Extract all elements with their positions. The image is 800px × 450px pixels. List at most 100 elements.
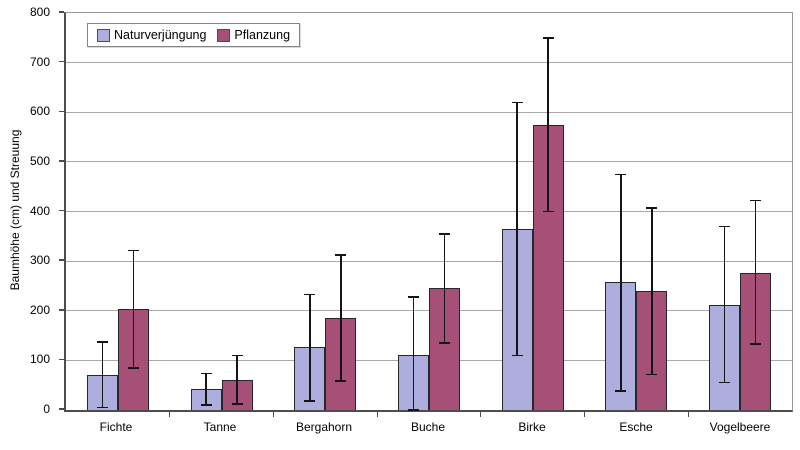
error-bar-cap-top [408, 296, 420, 298]
legend-swatch-icon [217, 28, 231, 42]
error-bar-cap-top [646, 207, 658, 209]
error-bar-cap-bottom [96, 406, 108, 409]
error-bar-cap-top [750, 199, 762, 202]
error-bar-cap-bottom [719, 381, 731, 384]
y-tick-label-0: 0 [43, 402, 50, 416]
legend-item-pflanzung: Pflanzung [217, 28, 290, 42]
x-axis-boundary-tick [272, 412, 274, 417]
bar-groups [66, 13, 792, 417]
error-bar-cap-bottom [646, 373, 658, 376]
bar-group-vogelbeere [688, 13, 792, 410]
y-tick-label-200: 200 [29, 302, 50, 317]
error-bar-line [723, 226, 726, 383]
error-bar-cap-top [127, 249, 139, 252]
y-tick-label-600: 600 [29, 104, 50, 119]
plot-area: Naturverjüngung Pflanzung [64, 12, 793, 417]
gridline-400 [66, 211, 792, 212]
bar-pair [170, 380, 274, 410]
error-bar-cap-bottom [304, 400, 316, 402]
error-bar-line [651, 208, 653, 375]
x-axis-boundary-tick [687, 412, 689, 417]
bar-pair [481, 124, 585, 410]
error-bar-cap-top [304, 293, 316, 296]
y-tick-mark-200 [59, 309, 64, 311]
gridline-300 [66, 260, 792, 262]
error-bar-line [620, 174, 622, 392]
gridline-500 [66, 161, 792, 163]
error-bar-cap-bottom [408, 409, 420, 411]
y-tick-mark-100 [59, 358, 64, 361]
bar-bergahorn-pflanzung [325, 318, 357, 410]
error-bar-cap-top [96, 341, 108, 343]
error-bar-line [547, 37, 549, 212]
x-tick-label-tanne: Tanne [203, 420, 237, 434]
error-bar-cap-top [231, 354, 243, 357]
error-bar-cap-top [719, 225, 731, 228]
bar-group-buche [377, 13, 482, 417]
y-tick-mark-300 [59, 259, 64, 261]
y-tick-mark-600 [59, 110, 64, 112]
bar-group-tanne [170, 13, 274, 417]
bar-pair [273, 318, 377, 410]
y-tick-label-800: 800 [29, 5, 50, 19]
x-tick-label-esche: Esche [619, 420, 653, 434]
error-bar-cap-bottom [511, 354, 523, 357]
error-bar-cap-top [511, 101, 523, 104]
error-bar-cap-bottom [615, 390, 627, 392]
error-bar-cap-bottom [542, 210, 554, 213]
error-bar-cap-bottom [750, 343, 762, 345]
gridline-700 [66, 62, 792, 64]
error-bar-cap-top [615, 173, 627, 176]
gridline-200 [66, 310, 792, 312]
x-axis-boundary-tick [584, 412, 586, 417]
y-tick-mark-700 [59, 60, 64, 63]
x-tick-label-birke: Birke [518, 420, 546, 434]
error-bar-cap-top [200, 372, 212, 375]
bar-pair [688, 272, 792, 410]
bar-group-birke [481, 13, 586, 417]
error-bar-cap-bottom [335, 380, 347, 382]
x-tick-label-buche: Buche [410, 420, 446, 434]
x-tick-label-vogelbeere: Vogelbeere [709, 420, 771, 434]
x-axis-category-labels: Fichte Tanne Bergahorn Buche Birke Esche Vogel… [64, 420, 792, 434]
legend-swatch-icon [97, 28, 110, 42]
error-bar-line [205, 373, 207, 406]
error-bar-line [309, 294, 311, 402]
error-bar-line [516, 102, 518, 356]
x-tick-label-bergahorn: Bergahorn [295, 420, 353, 434]
bar-group-fichte [66, 13, 171, 417]
bar-pair [66, 309, 170, 410]
error-bar-line [101, 342, 104, 408]
bar-group-bergahorn [273, 13, 378, 417]
y-tick-mark-0 [59, 408, 64, 410]
y-tick-mark-800 [59, 11, 64, 13]
error-bar-cap-bottom [200, 404, 212, 406]
error-bar-line [236, 355, 238, 405]
error-bar-cap-bottom [231, 403, 243, 405]
y-tick-mark-400 [59, 209, 64, 212]
legend-label: Naturverjüngung [114, 28, 207, 42]
error-bar-line [132, 250, 135, 368]
error-bar-line [340, 255, 342, 382]
error-bar-cap-top [439, 233, 451, 235]
error-bar-cap-bottom [439, 342, 451, 344]
x-axis-boundary-tick [480, 412, 482, 417]
error-bar-cap-bottom [127, 367, 139, 369]
error-bar-line [754, 200, 757, 344]
legend-label: Pflanzung [234, 28, 291, 42]
error-bar-cap-top [335, 254, 347, 256]
y-tick-label-700: 700 [29, 54, 50, 69]
error-bar-line [412, 296, 415, 410]
x-tick-label-fichte: Fichte [99, 420, 133, 434]
bar-pair [377, 288, 481, 410]
y-tick-label-400: 400 [29, 203, 50, 218]
bar-pair [585, 282, 689, 410]
x-axis-boundary-tick [376, 412, 378, 417]
legend-item-naturverjuengung: Naturverjüngung [97, 28, 206, 42]
y-tick-label-100: 100 [29, 352, 50, 367]
gridline-600 [66, 111, 792, 113]
x-axis-boundary-tick [169, 412, 171, 417]
y-tick-mark-500 [59, 160, 64, 162]
legend: Naturverjüngung Pflanzung [87, 23, 301, 47]
